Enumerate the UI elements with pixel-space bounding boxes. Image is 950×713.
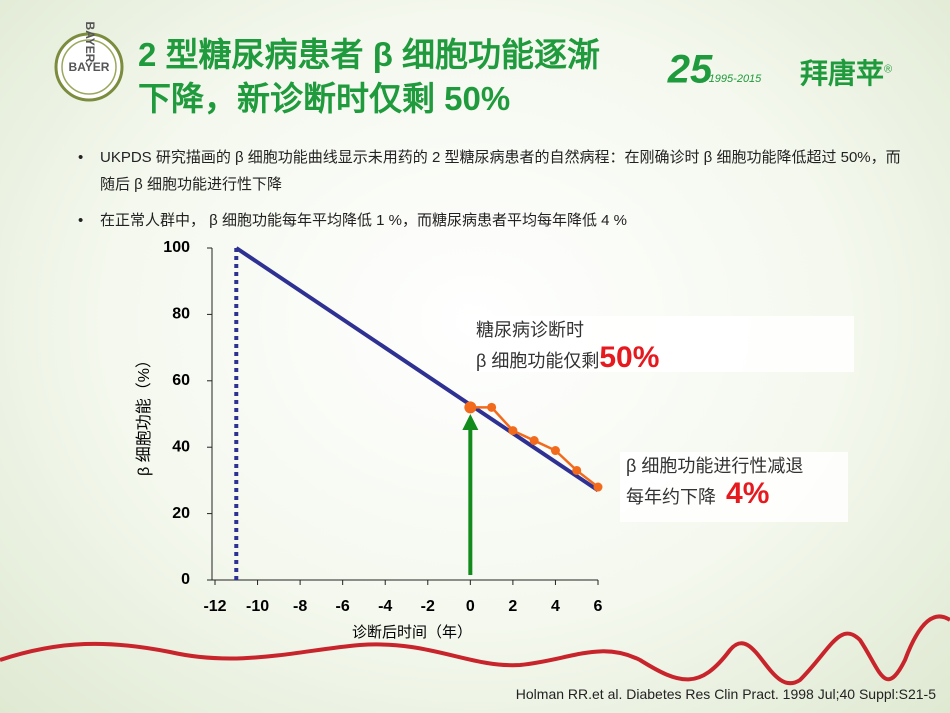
y-tick-label: 40: [172, 438, 190, 455]
source: Holman RR.et al. Diabetes Res Clin Pract…: [515, 686, 936, 702]
x-tick-label: -8: [293, 598, 307, 615]
x-tick-label: -12: [203, 598, 226, 615]
logo-text: BAYER: [69, 60, 110, 74]
point: [529, 436, 539, 446]
bullet: 在正常人群中， β 细胞功能每年平均降低 1 %，而糖尿病患者平均每年降低 4 …: [78, 207, 908, 234]
bullet-text: UKPDS 研究描画的 β 细胞功能曲线显示未用药的 2 型糖尿病患者的自然病程…: [100, 149, 901, 193]
logo-anniversary: 25: [667, 48, 713, 92]
x-tick-label: 0: [466, 598, 475, 615]
series-line: [235, 246, 600, 493]
title: 下降，新诊断时仅剩 50%: [138, 80, 511, 117]
y-tick-label: 0: [181, 571, 190, 588]
annotation: 糖尿病诊断时 β 细胞功能仅剩50%: [470, 316, 854, 374]
point: [464, 401, 477, 414]
annotation-highlight: 50%: [599, 341, 660, 374]
x-tick-label: -4: [378, 598, 392, 615]
anniversary-logo: 25 1995-2015: [667, 48, 762, 92]
y-axis-label: β 细胞功能（%）: [135, 352, 153, 476]
y-tick-label: 20: [172, 505, 190, 522]
annotation-line: β 细胞功能仅剩: [476, 351, 600, 371]
decor-wave: [0, 614, 950, 685]
annotation-line: β 细胞功能进行性减退: [626, 456, 804, 476]
point: [508, 426, 518, 436]
brand: 拜唐苹®: [800, 52, 892, 92]
annotation-line: 每年约下降: [626, 487, 716, 507]
x-tick-label: -2: [421, 598, 435, 615]
arrow-head: [462, 414, 479, 430]
annotation: β 细胞功能进行性减退 每年约下降 4%: [620, 452, 848, 522]
point: [593, 482, 603, 492]
point: [572, 465, 582, 475]
y-tick-label: 80: [172, 306, 190, 323]
brand-name: 拜唐苹: [800, 58, 885, 89]
point: [487, 402, 497, 412]
annotation-highlight: 4%: [726, 477, 770, 510]
y-tick-label: 60: [172, 372, 190, 389]
x-tick-label: 6: [594, 598, 603, 615]
title: 2 型糖尿病患者 β 细胞功能逐渐: [138, 36, 600, 73]
bayer-logo: BAYER BAYER: [54, 22, 124, 102]
bullet-text: 在正常人群中， β 细胞功能每年平均降低 1 %，而糖尿病患者平均每年降低 4 …: [100, 212, 627, 229]
logo-text-vertical: BAYER: [83, 22, 97, 63]
x-tick-label: -10: [246, 598, 269, 615]
annotation-line: 糖尿病诊断时: [476, 320, 584, 340]
y-tick-label: 100: [163, 239, 190, 256]
brand-mark: ®: [884, 63, 893, 76]
bullet: UKPDS 研究描画的 β 细胞功能曲线显示未用药的 2 型糖尿病患者的自然病程…: [78, 144, 908, 198]
logo-years: 1995-2015: [709, 73, 762, 85]
x-tick-label: 2: [508, 598, 517, 615]
x-tick-label: -6: [336, 598, 350, 615]
x-tick-label: 4: [551, 598, 560, 615]
point: [550, 446, 560, 456]
x-axis-label: 诊断后时间（年）: [352, 624, 472, 641]
